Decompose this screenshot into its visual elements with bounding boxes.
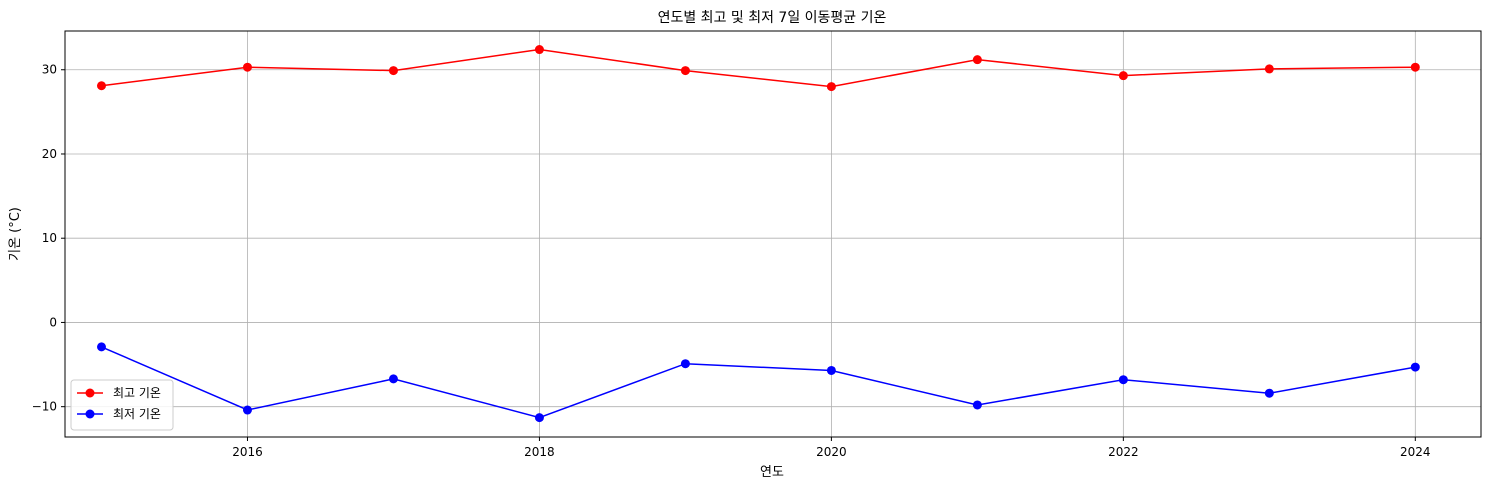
y-tick-label: −10: [32, 400, 57, 414]
data-point: [242, 62, 252, 72]
data-point: [1264, 388, 1274, 398]
data-point: [96, 81, 106, 91]
legend: 최고 기온 최저 기온: [70, 379, 174, 431]
y-tick-label: 10: [42, 231, 57, 245]
data-point: [1410, 362, 1420, 372]
x-tick-label: 2020: [816, 445, 847, 459]
chart-title: 연도별 최고 및 최저 7일 이동평균 기온: [658, 10, 887, 26]
data-point: [388, 374, 398, 384]
data-point: [1264, 64, 1274, 74]
data-point: [972, 55, 982, 65]
data-point: [826, 82, 836, 92]
y-tick-label: 30: [42, 63, 57, 77]
data-point: [96, 342, 106, 352]
data-point: [1118, 71, 1128, 81]
data-point: [680, 66, 690, 76]
series-1: [96, 342, 1420, 423]
series-layer: [96, 45, 1420, 423]
data-point: [1118, 375, 1128, 385]
y-tick-label: 20: [42, 147, 57, 161]
legend-label-min: 최저 기온: [113, 407, 161, 421]
data-point: [242, 405, 252, 415]
legend-label-max: 최고 기온: [113, 386, 161, 400]
data-point: [680, 359, 690, 369]
x-tick-label: 2022: [1108, 445, 1139, 459]
x-axis-title: 연도: [760, 465, 784, 480]
data-point: [534, 45, 544, 55]
data-point: [388, 66, 398, 76]
y-tick-label: 0: [49, 315, 57, 329]
data-point: [1410, 62, 1420, 72]
x-tick-label: 2024: [1400, 445, 1431, 459]
x-tick-label: 2016: [232, 445, 263, 459]
series-0: [96, 45, 1420, 92]
grid-layer: [65, 31, 1481, 437]
x-tick-label: 2018: [524, 445, 555, 459]
y-axis-title: 기온 (°C): [8, 207, 23, 261]
legend-marker-min: [85, 409, 95, 419]
plot-frame: [64, 30, 1482, 438]
tick-layer: 2016 2018 2020 2022 2024 −10 0 10 20 30: [32, 63, 1431, 459]
data-point: [826, 365, 836, 375]
series-line: [101, 346, 1416, 419]
legend-marker-max: [85, 388, 95, 398]
data-point: [972, 400, 982, 410]
data-point: [534, 413, 544, 423]
series-line: [101, 48, 1416, 88]
